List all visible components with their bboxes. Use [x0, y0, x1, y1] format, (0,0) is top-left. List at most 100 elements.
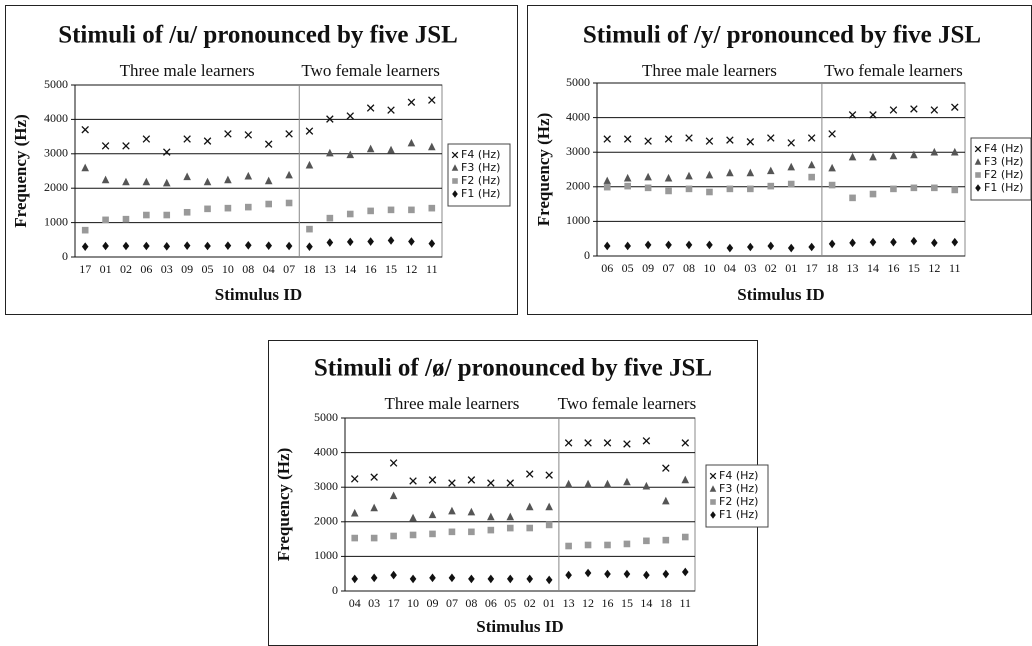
data-point — [766, 166, 775, 175]
data-point — [623, 135, 632, 143]
legend-box — [705, 464, 769, 528]
data-point — [264, 176, 273, 185]
data-point — [910, 105, 918, 113]
data-point — [525, 502, 534, 511]
data-point — [849, 238, 856, 248]
x-tick-label: 08 — [683, 261, 695, 275]
y-tick-label: 5000 — [44, 77, 68, 91]
data-point — [681, 533, 689, 541]
data-point — [644, 240, 652, 250]
data-point — [526, 524, 534, 532]
data-point — [624, 182, 631, 190]
data-point — [407, 98, 416, 106]
data-point — [603, 479, 612, 488]
data-point — [603, 241, 611, 251]
data-point — [428, 204, 436, 212]
x-tick-label: 03 — [161, 262, 173, 276]
legend-symbol — [451, 151, 459, 159]
data-point — [390, 570, 397, 580]
data-point — [681, 475, 690, 484]
x-tick-label: 06 — [485, 596, 497, 610]
x-tick-label: 04 — [724, 261, 736, 275]
data-point — [623, 540, 631, 548]
data-point — [370, 473, 378, 481]
x-tick-label: 09 — [181, 262, 193, 276]
data-point — [163, 211, 171, 219]
data-point — [224, 130, 232, 138]
data-point — [564, 479, 573, 488]
data-point — [624, 241, 631, 251]
data-point — [346, 150, 355, 159]
data-point — [506, 512, 515, 521]
x-tick-label: 09 — [427, 596, 439, 610]
data-point — [326, 148, 334, 157]
data-point — [408, 237, 415, 246]
x-tick-label: 10 — [703, 261, 715, 275]
data-point — [848, 152, 857, 161]
group-label: Three male learners — [642, 61, 777, 80]
data-point — [429, 573, 436, 583]
data-point — [162, 148, 171, 156]
x-tick-label: 01 — [785, 261, 797, 275]
data-point — [183, 135, 191, 143]
data-point — [681, 439, 690, 447]
data-point — [644, 184, 652, 192]
data-point — [664, 135, 673, 143]
legend-box — [970, 137, 1032, 201]
data-point — [244, 171, 253, 180]
data-point — [930, 106, 939, 114]
data-point — [808, 242, 815, 252]
data-point — [265, 200, 272, 208]
chart-title: Stimuli of /y/ pronounced by five JSL — [583, 22, 981, 49]
data-point — [643, 570, 650, 580]
data-point — [428, 142, 436, 151]
data-point — [889, 151, 898, 160]
data-point — [828, 163, 836, 172]
data-point — [326, 238, 334, 247]
data-point — [407, 138, 416, 147]
data-point — [448, 528, 456, 536]
x-tick-label: 18 — [303, 262, 315, 276]
data-point — [81, 125, 89, 134]
data-point — [326, 115, 334, 123]
data-point — [81, 226, 89, 234]
legend-label: F1 (Hz) — [984, 181, 1023, 194]
x-tick-label: 15 — [385, 262, 397, 276]
data-point — [142, 135, 151, 143]
x-tick-label: 06 — [140, 262, 152, 276]
data-point — [931, 238, 938, 248]
data-point — [306, 225, 313, 233]
data-point — [224, 175, 232, 184]
data-point — [448, 573, 456, 583]
legend-label: F2 (Hz) — [719, 495, 758, 508]
data-point — [101, 175, 110, 184]
x-tick-label: 10 — [222, 262, 234, 276]
x-tick-label: 02 — [120, 262, 132, 276]
data-point — [285, 241, 293, 251]
data-point — [848, 111, 857, 119]
x-tick-label: 05 — [504, 596, 516, 610]
data-point — [604, 541, 611, 549]
data-point — [603, 439, 612, 447]
x-axis-title: Stimulus ID — [737, 285, 824, 304]
legend-symbol — [451, 164, 459, 171]
legend-label: F4 (Hz) — [461, 148, 500, 161]
y-tick-label: 2000 — [566, 179, 590, 193]
data-point — [506, 479, 515, 487]
legend-box — [447, 143, 511, 207]
data-point — [122, 215, 130, 223]
y-tick-label: 4000 — [314, 444, 338, 458]
data-point — [468, 528, 475, 536]
data-point — [366, 144, 375, 153]
y-tick-label: 2000 — [44, 180, 68, 194]
x-tick-label: 13 — [847, 261, 859, 275]
x-tick-label: 17 — [806, 261, 818, 275]
data-point — [264, 140, 273, 148]
data-point — [387, 206, 395, 214]
data-point — [545, 521, 553, 529]
data-point — [931, 184, 938, 192]
legend-symbol — [709, 485, 717, 492]
data-point — [603, 135, 611, 143]
x-tick-label: 04 — [349, 596, 361, 610]
data-point — [787, 162, 796, 171]
